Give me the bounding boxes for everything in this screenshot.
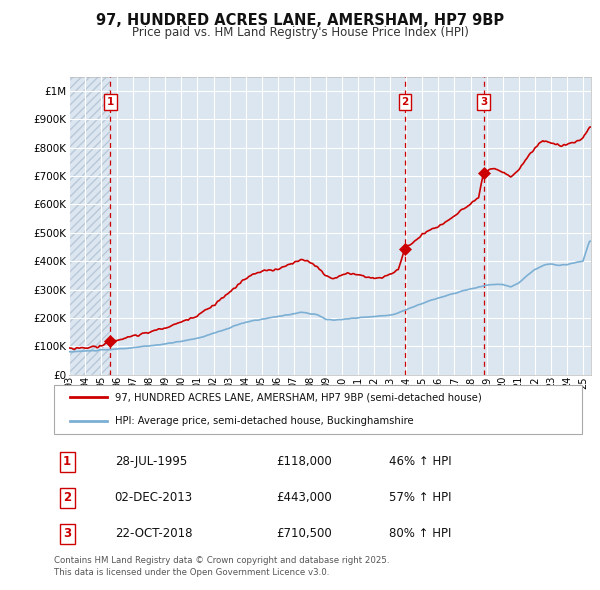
- Text: 2: 2: [63, 491, 71, 504]
- Text: 3: 3: [63, 527, 71, 540]
- Text: 22-OCT-2018: 22-OCT-2018: [115, 527, 192, 540]
- Text: £443,000: £443,000: [276, 491, 332, 504]
- Text: 3: 3: [480, 97, 487, 107]
- Bar: [69, 77, 110, 375]
- Text: 1: 1: [63, 455, 71, 468]
- FancyBboxPatch shape: [54, 385, 582, 434]
- Text: £118,000: £118,000: [276, 455, 332, 468]
- Text: 97, HUNDRED ACRES LANE, AMERSHAM, HP7 9BP: 97, HUNDRED ACRES LANE, AMERSHAM, HP7 9B…: [96, 13, 504, 28]
- Text: £710,500: £710,500: [276, 527, 332, 540]
- Text: 97, HUNDRED ACRES LANE, AMERSHAM, HP7 9BP (semi-detached house): 97, HUNDRED ACRES LANE, AMERSHAM, HP7 9B…: [115, 392, 481, 402]
- Text: 1: 1: [107, 97, 114, 107]
- Text: 2: 2: [401, 97, 409, 107]
- Text: 57% ↑ HPI: 57% ↑ HPI: [389, 491, 452, 504]
- Text: Contains HM Land Registry data © Crown copyright and database right 2025.
This d: Contains HM Land Registry data © Crown c…: [54, 556, 389, 576]
- Text: Price paid vs. HM Land Registry's House Price Index (HPI): Price paid vs. HM Land Registry's House …: [131, 26, 469, 39]
- Text: HPI: Average price, semi-detached house, Buckinghamshire: HPI: Average price, semi-detached house,…: [115, 415, 413, 425]
- Text: 80% ↑ HPI: 80% ↑ HPI: [389, 527, 452, 540]
- Text: 46% ↑ HPI: 46% ↑ HPI: [389, 455, 452, 468]
- Text: 02-DEC-2013: 02-DEC-2013: [115, 491, 193, 504]
- Text: 28-JUL-1995: 28-JUL-1995: [115, 455, 187, 468]
